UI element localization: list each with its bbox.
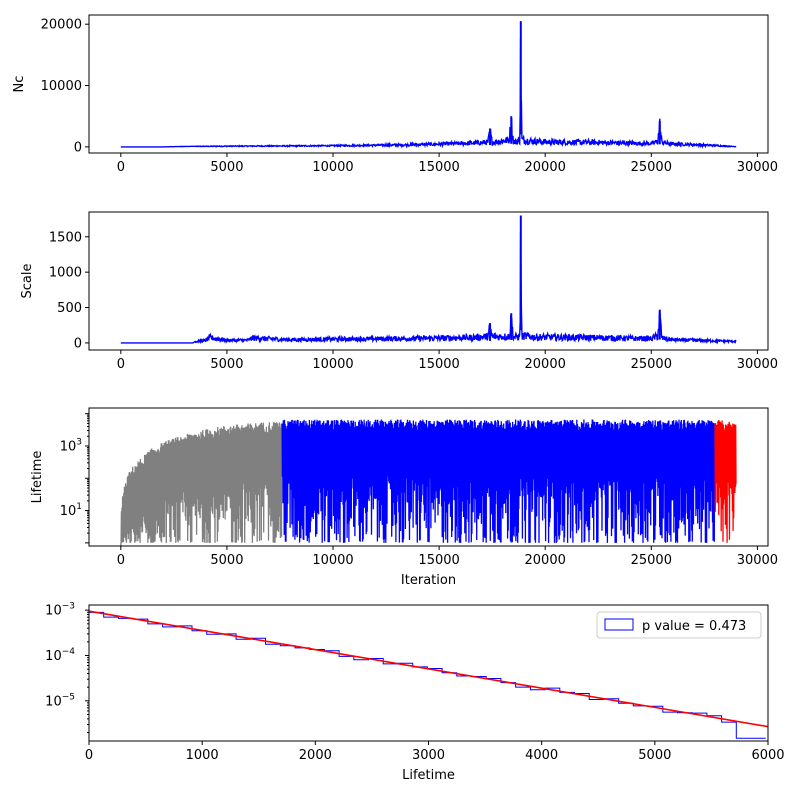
x-tick-label: 5000	[210, 357, 243, 372]
x-tick-label: 15000	[418, 357, 459, 372]
x-tick-label: 20000	[525, 357, 566, 372]
y-tick-label: 10000	[41, 79, 82, 94]
x-tick-label: 30000	[737, 357, 778, 372]
y-tick-label: 1500	[49, 230, 82, 245]
x-tick-label: 15000	[418, 160, 459, 175]
panel-nc: 0 5000 10000 15000 20000 25000 30000 0 10000 2000…	[12, 14, 778, 175]
lifetime-series-2	[714, 420, 737, 543]
x-tick-label: 5000	[210, 160, 243, 175]
x-tick-label: 2000	[299, 748, 332, 763]
y-axis-label: Lifetime	[30, 451, 45, 504]
panel-histogram: 0 1000 2000 3000 4000 5000 6000 10−5 10−4 10−3 Lif…	[45, 602, 784, 783]
series-line	[120, 232, 737, 345]
x-tick-label: 30000	[737, 553, 778, 568]
x-tick-label: 25000	[631, 553, 672, 568]
legend-label: p value = 0.473	[642, 619, 746, 634]
x-tick-label: 0	[117, 160, 125, 175]
x-tick-label: 20000	[525, 553, 566, 568]
y-tick-label: 1000	[49, 266, 82, 281]
y-tick-label: 10−5	[45, 692, 75, 709]
fit-line	[88, 610, 769, 728]
y-axis-label: Scale	[20, 264, 35, 299]
x-tick-label: 5000	[210, 553, 243, 568]
lifetime-series-0	[120, 422, 283, 546]
axes-frame	[88, 14, 769, 154]
y-tick-label: 10−4	[45, 647, 75, 664]
legend-swatch	[604, 618, 634, 631]
x-tick-label: 10000	[312, 357, 353, 372]
x-tick-label: 20000	[525, 160, 566, 175]
x-tick-label: 1000	[186, 748, 219, 763]
x-tick-label: 30000	[737, 160, 778, 175]
y-tick-label: 10−3	[45, 602, 75, 619]
panel-lifetime: 0 5000 10000 15000 20000 25000 30000 101 103 Life…	[30, 407, 778, 588]
y-tick-label: 0	[74, 140, 82, 155]
x-axis-label: Lifetime	[402, 768, 455, 783]
x-tick-label: 25000	[631, 160, 672, 175]
lifetime-series-1	[281, 419, 716, 543]
legend: p value = 0.473	[596, 611, 762, 639]
x-tick-label: 4000	[525, 748, 558, 763]
y-tick-label: 500	[57, 301, 82, 316]
x-tick-label: 10000	[312, 553, 353, 568]
x-tick-label: 0	[85, 748, 93, 763]
x-tick-label: 0	[117, 553, 125, 568]
axes-frame	[88, 407, 769, 547]
x-tick-label: 25000	[631, 357, 672, 372]
x-tick-label: 3000	[412, 748, 445, 763]
y-tick-label: 101	[60, 502, 82, 519]
x-axis-label: Iteration	[401, 573, 456, 588]
y-tick-label: 0	[74, 336, 82, 351]
x-tick-label: 15000	[418, 553, 459, 568]
x-tick-label: 10000	[312, 160, 353, 175]
y-tick-label: 20000	[41, 18, 82, 33]
series-line	[120, 38, 737, 149]
x-tick-label: 5000	[638, 748, 671, 763]
panel-scale: 0 5000 10000 15000 20000 25000 30000 0 500 1000 15…	[20, 211, 778, 372]
legend-frame	[596, 611, 762, 639]
y-axis-label: Nc	[12, 76, 27, 93]
y-tick-label: 103	[60, 437, 82, 454]
axes-frame	[88, 211, 769, 351]
x-tick-label: 6000	[751, 748, 784, 763]
x-tick-label: 0	[117, 357, 125, 372]
